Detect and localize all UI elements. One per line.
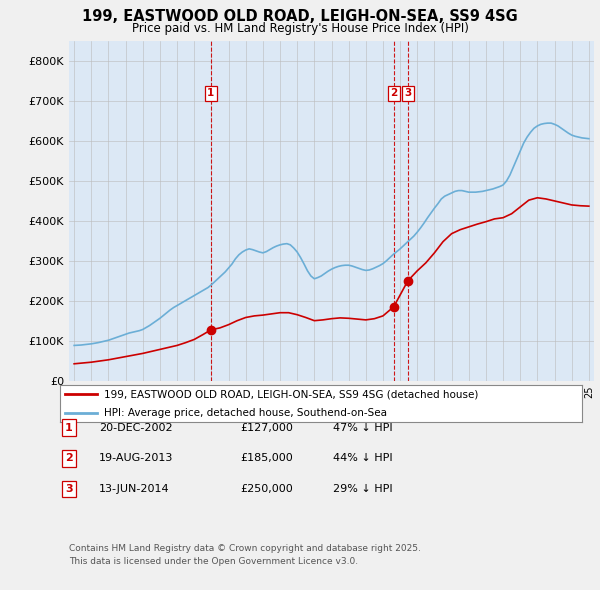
Text: HPI: Average price, detached house, Southend-on-Sea: HPI: Average price, detached house, Sout… (104, 408, 388, 418)
Text: Contains HM Land Registry data © Crown copyright and database right 2025.: Contains HM Land Registry data © Crown c… (69, 545, 421, 553)
Text: 3: 3 (65, 484, 73, 494)
Text: 3: 3 (404, 88, 412, 98)
Text: £250,000: £250,000 (240, 484, 293, 494)
Text: 19-AUG-2013: 19-AUG-2013 (99, 454, 173, 463)
Text: 29% ↓ HPI: 29% ↓ HPI (333, 484, 392, 494)
Text: £185,000: £185,000 (240, 454, 293, 463)
Text: 20-DEC-2002: 20-DEC-2002 (99, 423, 173, 432)
Text: This data is licensed under the Open Government Licence v3.0.: This data is licensed under the Open Gov… (69, 558, 358, 566)
Text: 44% ↓ HPI: 44% ↓ HPI (333, 454, 392, 463)
Text: £127,000: £127,000 (240, 423, 293, 432)
Text: 1: 1 (65, 423, 73, 432)
Text: 2: 2 (390, 88, 397, 98)
Text: 199, EASTWOOD OLD ROAD, LEIGH-ON-SEA, SS9 4SG: 199, EASTWOOD OLD ROAD, LEIGH-ON-SEA, SS… (82, 9, 518, 24)
Text: 13-JUN-2014: 13-JUN-2014 (99, 484, 170, 494)
Text: 1: 1 (207, 88, 215, 98)
Text: 199, EASTWOOD OLD ROAD, LEIGH-ON-SEA, SS9 4SG (detached house): 199, EASTWOOD OLD ROAD, LEIGH-ON-SEA, SS… (104, 389, 479, 399)
Text: 47% ↓ HPI: 47% ↓ HPI (333, 423, 392, 432)
Text: 2: 2 (65, 454, 73, 463)
Text: Price paid vs. HM Land Registry's House Price Index (HPI): Price paid vs. HM Land Registry's House … (131, 22, 469, 35)
